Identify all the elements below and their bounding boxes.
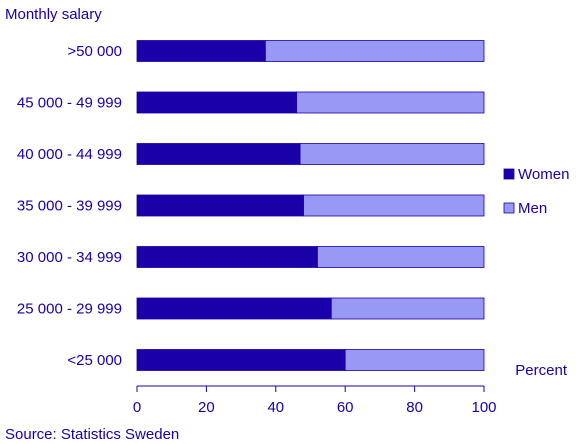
x-tick-label: 60 <box>337 399 354 416</box>
bar-women-1 <box>136 91 298 114</box>
unit-label: Percent <box>515 362 568 379</box>
category-label: 35 000 - 39 999 <box>17 198 122 215</box>
bar-women-0 <box>136 40 266 62</box>
category-label: 45 000 - 49 999 <box>17 95 122 112</box>
bars-group <box>136 40 485 371</box>
category-label: >50 000 <box>67 43 122 60</box>
source-note: Source: Statistics Sweden <box>5 426 179 443</box>
legend-swatch-women <box>503 168 515 180</box>
x-tick-label: 40 <box>267 399 284 416</box>
x-tick-label: 20 <box>198 399 215 416</box>
bar-women-2 <box>136 143 301 165</box>
bar-men-1 <box>296 91 485 114</box>
legend-swatch-men <box>503 202 515 214</box>
category-label: 30 000 - 34 999 <box>17 249 122 266</box>
bar-men-4 <box>317 246 485 268</box>
bar-men-3 <box>303 194 485 217</box>
bar-women-5 <box>136 297 332 320</box>
category-label: <25 000 <box>67 352 122 369</box>
x-tick-label: 80 <box>406 399 423 416</box>
x-axis: 0 20 40 60 80 100 <box>133 385 497 416</box>
category-labels-group: >50 000 45 000 - 49 999 40 000 - 44 999 35 … <box>17 43 122 369</box>
bar-women-6 <box>136 349 346 371</box>
legend-label-men: Men <box>518 200 547 217</box>
category-label: 25 000 - 29 999 <box>17 301 122 318</box>
x-tick-label: 0 <box>133 399 141 416</box>
chart-title: Monthly salary <box>5 6 102 23</box>
legend: Women Men <box>503 166 569 217</box>
bar-women-4 <box>136 246 318 268</box>
category-label: 40 000 - 44 999 <box>17 146 122 163</box>
bar-men-2 <box>299 143 485 165</box>
bar-men-0 <box>264 40 485 62</box>
bar-men-6 <box>344 349 485 371</box>
bar-women-3 <box>136 194 304 217</box>
bar-men-5 <box>330 297 485 320</box>
x-tick-label: 100 <box>471 399 496 416</box>
legend-label-women: Women <box>518 166 569 183</box>
